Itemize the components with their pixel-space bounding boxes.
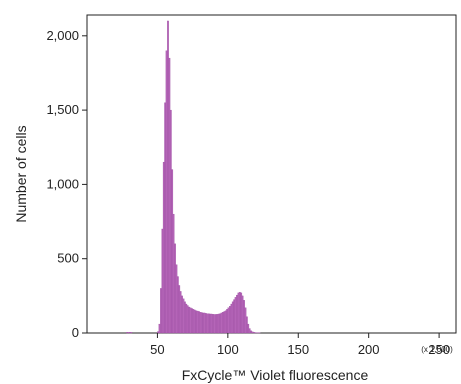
histogram-bar bbox=[191, 308, 193, 334]
histogram-bar bbox=[202, 312, 205, 334]
histogram-bar bbox=[244, 307, 247, 334]
histogram-bar bbox=[199, 312, 202, 334]
histogram-bar bbox=[212, 314, 214, 334]
histogram-bar bbox=[247, 323, 250, 334]
histogram-bar bbox=[209, 313, 212, 334]
histogram-bar bbox=[184, 301, 186, 334]
histogram-bar bbox=[227, 307, 230, 334]
histogram-bar bbox=[178, 285, 181, 334]
plot-frame bbox=[86, 14, 457, 334]
histogram-bar bbox=[196, 310, 199, 334]
y-tick-label: 500 bbox=[57, 251, 79, 266]
histogram-bar bbox=[165, 50, 168, 334]
x-axis: 50 100 150 200 250 bbox=[150, 333, 450, 357]
x-tick-label: 100 bbox=[217, 342, 239, 357]
histogram-bar bbox=[174, 243, 176, 334]
histogram-bar bbox=[210, 313, 213, 334]
histogram-bar bbox=[160, 288, 162, 334]
plot-area bbox=[86, 14, 457, 334]
histogram-bar bbox=[236, 294, 238, 334]
histogram-bar bbox=[193, 309, 196, 334]
histogram-bar bbox=[237, 292, 240, 334]
y-axis-title: Number of cells bbox=[13, 125, 29, 222]
histogram-bar bbox=[161, 228, 164, 334]
y-tick-label: 2,000 bbox=[46, 28, 79, 43]
histogram-bar bbox=[219, 313, 221, 334]
histogram-bar bbox=[171, 169, 174, 334]
histogram-bar bbox=[200, 312, 203, 334]
x-axis-title: FxCycle™ Violet fluorescence bbox=[182, 367, 369, 383]
histogram-bar bbox=[203, 312, 206, 334]
histogram-bar bbox=[226, 309, 228, 334]
x-tick-label: 150 bbox=[287, 342, 309, 357]
histogram-bar bbox=[164, 102, 167, 334]
histogram-bar bbox=[217, 313, 220, 334]
histogram-bar bbox=[241, 295, 244, 334]
histogram-bar bbox=[181, 295, 183, 334]
y-axis: 0 500 1,000 1,500 2,000 bbox=[46, 28, 87, 340]
histogram-bar bbox=[224, 310, 227, 334]
histogram-bar bbox=[206, 313, 209, 334]
y-tick-label: 0 bbox=[72, 325, 79, 340]
histogram-bar bbox=[248, 328, 251, 334]
histogram-bars bbox=[126, 20, 261, 334]
histogram-bar bbox=[220, 312, 223, 334]
histogram-bar bbox=[188, 306, 190, 334]
histogram-bar bbox=[250, 330, 252, 334]
histogram-bar bbox=[192, 309, 195, 334]
histogram-bar bbox=[205, 313, 207, 334]
histogram-bar bbox=[231, 301, 234, 334]
histogram-bar bbox=[251, 331, 254, 334]
histogram-bar bbox=[253, 332, 255, 334]
histogram-bar bbox=[189, 307, 192, 334]
histogram-bar bbox=[245, 316, 248, 334]
histogram-bar bbox=[169, 109, 172, 334]
histogram-bar bbox=[127, 332, 130, 334]
histogram-bar bbox=[172, 213, 175, 334]
histogram-bar bbox=[126, 332, 128, 334]
histogram-bar bbox=[162, 161, 165, 334]
histogram-bar bbox=[175, 264, 178, 334]
histogram-bar bbox=[186, 305, 189, 334]
histogram-bar bbox=[213, 314, 216, 334]
histogram-bar bbox=[223, 311, 226, 334]
histogram-bar bbox=[230, 303, 233, 334]
histogram-bar bbox=[233, 299, 236, 334]
histogram-bar bbox=[243, 300, 245, 334]
histogram-bar bbox=[168, 57, 171, 334]
histogram-bar bbox=[238, 291, 241, 334]
histogram-bar bbox=[234, 297, 237, 334]
histogram-bar bbox=[182, 298, 185, 334]
histogram-bar bbox=[207, 313, 210, 334]
histogram-bar bbox=[157, 331, 159, 334]
histogram-bar bbox=[198, 311, 200, 334]
histogram-bar bbox=[195, 310, 198, 334]
y-tick-label: 1,500 bbox=[46, 102, 79, 117]
x-tick-label: 250 bbox=[428, 342, 450, 357]
y-tick-label: 1,000 bbox=[46, 176, 79, 191]
histogram-bar bbox=[240, 292, 243, 334]
histogram-bar bbox=[167, 20, 169, 334]
histogram-bar bbox=[176, 276, 179, 334]
histogram-bar bbox=[158, 323, 161, 334]
histogram-bar bbox=[229, 306, 231, 334]
x-axis-multiplier: (x 1,000) bbox=[421, 345, 453, 354]
histogram-bar bbox=[215, 314, 217, 334]
histogram-bar bbox=[179, 291, 182, 334]
histogram-bar bbox=[222, 312, 224, 334]
histogram-bar bbox=[130, 332, 133, 334]
histogram-bar bbox=[216, 314, 219, 334]
x-tick-label: 50 bbox=[150, 342, 164, 357]
histogram-bar bbox=[185, 303, 188, 334]
x-tick-label: 200 bbox=[358, 342, 380, 357]
histogram-bar bbox=[129, 332, 131, 334]
